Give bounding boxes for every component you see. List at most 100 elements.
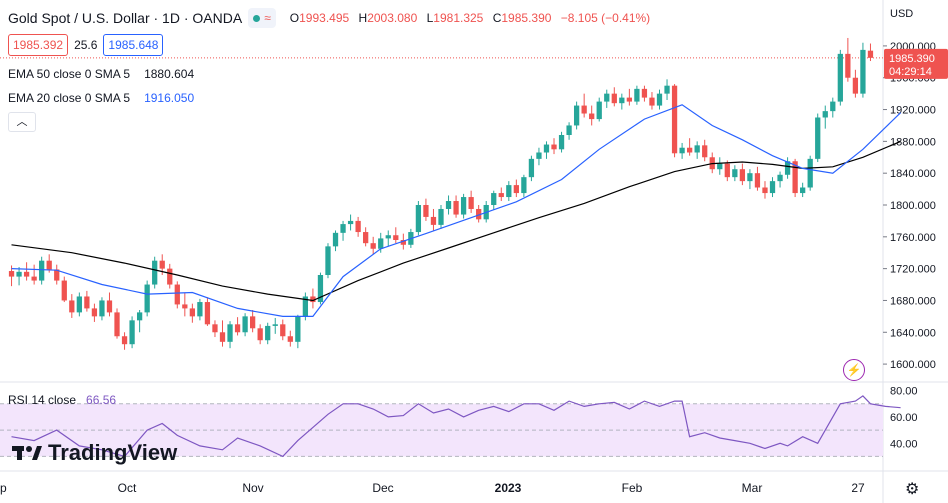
candle-body (61, 280, 67, 301)
ema20-label: EMA 20 close 0 SMA 5 (8, 91, 131, 105)
lightning-icon[interactable]: ⚡ (843, 359, 865, 381)
collapse-legend-button[interactable]: ︿ (8, 112, 36, 132)
candle-body (671, 85, 678, 154)
candle-body (468, 197, 474, 209)
candle-body (498, 193, 504, 198)
candle-body (800, 187, 806, 194)
candle-body (430, 216, 437, 225)
candle-body (393, 235, 399, 240)
candle-body (159, 260, 165, 269)
candle-body (491, 193, 497, 205)
candle-body (227, 324, 233, 342)
candle-body (513, 185, 519, 194)
last-price-tag (884, 48, 948, 79)
sell-price-button[interactable]: 1985.392 (8, 34, 69, 56)
candle-body (280, 324, 286, 337)
candle-body (634, 88, 640, 102)
candle-body (54, 269, 60, 281)
candle-body (807, 158, 813, 188)
price-tick-label: 1800.000 (890, 200, 936, 212)
chart-header: Gold Spot / U.S. Dollar · 1D · OANDA ≈ O… (8, 8, 656, 28)
currency-label[interactable]: USD (890, 8, 914, 20)
candle-body (16, 271, 22, 277)
rsi-label: RSI 14 close (8, 393, 77, 407)
candle-body (182, 304, 188, 309)
candle-body (174, 284, 180, 305)
candle-body (272, 324, 278, 326)
candle-body (694, 145, 700, 153)
bid-ask-row: 1985.392 25.6 1985.648 (8, 34, 164, 56)
candle-body (317, 275, 324, 303)
rsi-tick-label: 80.00 (890, 386, 918, 398)
candle-body (619, 97, 625, 104)
candle-body (340, 224, 346, 233)
candle-body (136, 312, 143, 321)
candle-body (423, 205, 429, 217)
candle-body (536, 152, 542, 159)
candle-body (91, 308, 98, 317)
candle-body (506, 185, 512, 198)
open-label: O (289, 11, 300, 25)
countdown-label: 04:29:14 (889, 66, 932, 78)
candle-body (152, 260, 158, 285)
candle-body (867, 50, 874, 58)
time-axis-label: Dec (372, 481, 393, 495)
candle-body (415, 205, 422, 233)
candle-body (626, 97, 632, 102)
candle-body (860, 49, 866, 94)
candle-body (69, 300, 75, 313)
rsi-legend[interactable]: RSI 14 close 66.56 (8, 393, 116, 407)
time-axis-label: Mar (742, 481, 763, 495)
candle-body (852, 77, 859, 94)
candle-body (687, 147, 693, 153)
ema50-value: 1880.604 (144, 67, 195, 81)
buy-price-button[interactable]: 1985.648 (103, 34, 164, 56)
candle-body (76, 296, 82, 313)
candle-body (521, 177, 527, 194)
price-tick-label: 1920.000 (890, 105, 936, 117)
candle-body (167, 268, 173, 285)
candle-body (197, 302, 203, 317)
time-axis-label: 27 (851, 481, 865, 495)
candle-body (46, 260, 52, 270)
ema20-legend[interactable]: EMA 20 close 0 SMA 5 1916.050 (8, 91, 194, 105)
low-label: L (426, 11, 434, 25)
candle-body (347, 220, 354, 225)
tradingview-logo: TradingView (12, 440, 177, 466)
candle-body (370, 243, 376, 249)
candle-body (815, 117, 821, 159)
candle-body (558, 135, 565, 150)
candle-body (310, 296, 316, 303)
candle-body (302, 296, 309, 317)
candle-body (332, 232, 339, 247)
candle-body (792, 161, 798, 194)
candle-body (679, 147, 685, 154)
ema50-label: EMA 50 close 0 SMA 5 (8, 67, 131, 81)
candle-body (295, 316, 301, 342)
candle-body (129, 320, 135, 345)
close-label: C (492, 11, 502, 25)
candle-body (739, 169, 746, 182)
candle-body (754, 173, 761, 188)
candle-body (31, 276, 37, 281)
ema50-legend[interactable]: EMA 50 close 0 SMA 5 1880.604 (8, 67, 194, 81)
candle-body (257, 328, 263, 341)
candle-body (528, 158, 535, 178)
candle-body (702, 145, 708, 158)
candle-body (189, 308, 195, 317)
wave-icon: ≈ (264, 11, 271, 25)
candle-body (837, 53, 843, 102)
candle-body (287, 336, 293, 342)
candle-body (551, 144, 557, 150)
spread-value: 25.6 (74, 38, 98, 52)
candle-body (717, 163, 723, 170)
ema20-line (11, 104, 902, 317)
price-tick-label: 1640.000 (890, 327, 936, 339)
symbol-title[interactable]: Gold Spot / U.S. Dollar · 1D · OANDA (8, 10, 243, 26)
candle-body (39, 260, 45, 281)
gear-icon[interactable]: ⚙ (905, 481, 920, 498)
candle-body (573, 105, 580, 126)
candle-body (23, 271, 30, 277)
market-status-pill[interactable]: ≈ (248, 8, 276, 28)
